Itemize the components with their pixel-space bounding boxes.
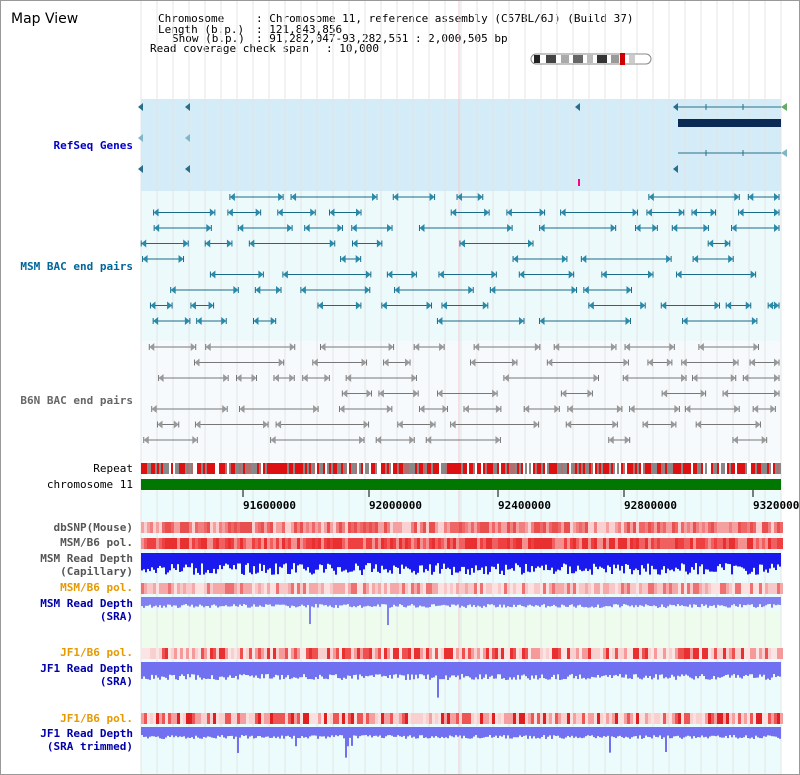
length-value: : 121,843,856 xyxy=(256,23,343,36)
msm-read-depth-capillary-label[interactable]: MSM Read Depth (Capillary) xyxy=(40,552,133,578)
axis-tick-label: 92800000 xyxy=(624,499,677,512)
chromosome-key: Chromosome xyxy=(158,12,225,25)
b6n-bac-end-pair-features[interactable] xyxy=(143,343,780,444)
grid-lines xyxy=(140,1,782,774)
read-depth-tracks xyxy=(141,553,781,758)
msm-bac-end-pair-features[interactable] xyxy=(140,193,780,325)
show-key: Show (b.p.) xyxy=(172,32,245,45)
chromosome-label: chromosome 11 xyxy=(46,478,133,491)
show-value: : 91,282,047-93,282,551 : 2,000,505 bp xyxy=(256,32,508,45)
repeat-label: Repeat xyxy=(93,462,133,475)
jf1-read-depth-trimmed-label[interactable]: JF1 Read Depth (SRA trimmed) xyxy=(40,727,133,753)
map-view-title: Map View xyxy=(11,11,79,27)
refseq-gene-features[interactable] xyxy=(138,103,787,186)
dbsnp-label[interactable]: dbSNP(Mouse) xyxy=(53,521,133,534)
coverage-key: Read coverage check span xyxy=(150,42,309,55)
repeat-track xyxy=(141,463,781,474)
msm-read-depth-sra-label[interactable]: MSM Read Depth (SRA) xyxy=(40,597,133,623)
refseq-genes-label[interactable]: RefSeq Genes xyxy=(53,139,133,152)
axis-tick-label: 92000000 xyxy=(369,499,422,512)
msm-b6-pol-label[interactable]: MSM/B6 pol. xyxy=(60,536,133,549)
chromosome-ideogram[interactable] xyxy=(530,53,652,65)
b6n-bac-label[interactable]: B6N BAC end pairs xyxy=(20,394,133,407)
coverage-value: : 10,000 xyxy=(326,42,379,55)
length-key: Length (b.p.) xyxy=(158,23,245,36)
axis-tick-label: 92400000 xyxy=(498,499,551,512)
msm-bac-label[interactable]: MSM BAC end pairs xyxy=(20,260,133,273)
msm-b6-pol-label-2[interactable]: MSM/B6 pol. xyxy=(60,581,133,594)
chromosome-bar xyxy=(141,479,781,490)
axis-tick-label: 91600000 xyxy=(243,499,296,512)
jf1-b6-pol-label[interactable]: JF1/B6 pol. xyxy=(60,646,133,659)
axis-tick-label: 93200000 xyxy=(753,499,800,512)
jf1-b6-pol-label-2[interactable]: JF1/B6 pol. xyxy=(60,712,133,725)
heatmap-tracks xyxy=(141,522,783,724)
axis-ticks xyxy=(242,490,754,497)
jf1-read-depth-sra-label[interactable]: JF1 Read Depth (SRA) xyxy=(40,662,133,688)
